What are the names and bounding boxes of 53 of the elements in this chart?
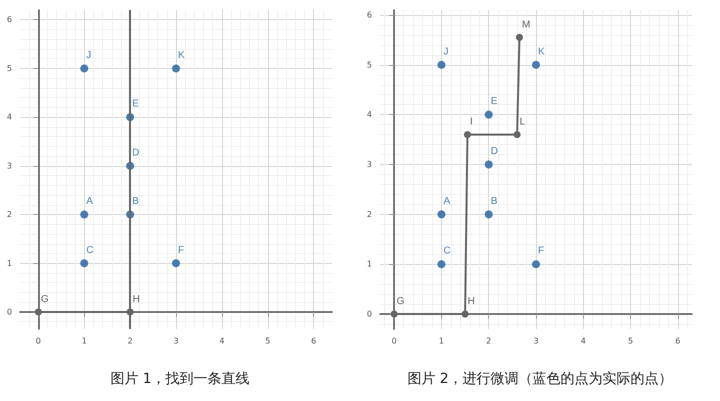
data-label: J <box>86 50 92 61</box>
y-tick-label: 1 <box>366 260 372 269</box>
text: 图片 2，进行微调（蓝色的点为实际的点） <box>407 371 673 387</box>
x-tick-label: 0 <box>392 336 397 346</box>
x-tick-label: 4 <box>580 336 586 346</box>
data-label: J <box>443 46 448 58</box>
text: 图片 1，找到一条直线 <box>110 371 250 387</box>
y-tick-label: 1 <box>6 258 12 268</box>
data-label: M <box>522 19 530 30</box>
data-label: D <box>132 147 140 158</box>
data-label: F <box>538 246 544 257</box>
y-tick-label: 0 <box>366 310 372 319</box>
data-label: F <box>178 244 184 256</box>
data-label: A <box>443 196 450 207</box>
y-tick-label: 4 <box>6 112 12 122</box>
x-tick-label: 0 <box>36 336 41 346</box>
data-label: H <box>132 294 140 305</box>
x-tick-label: 1 <box>82 336 87 346</box>
data-label: B <box>132 196 140 208</box>
data-label: L <box>520 116 526 128</box>
x-tick-label: 1 <box>438 336 444 346</box>
data-label: D <box>490 146 498 158</box>
y-tick-label: 5 <box>366 60 372 70</box>
x-tick-label: 5 <box>265 336 270 346</box>
data-label: H <box>468 296 475 308</box>
data-label: E <box>490 96 498 108</box>
x-tick-label: 3 <box>533 336 539 346</box>
x-tick-label: 6 <box>675 336 680 346</box>
x-tick-label: 6 <box>311 336 316 346</box>
y-tick-label: 6 <box>6 15 12 24</box>
data-label: G <box>40 294 49 305</box>
x-tick-label: 4 <box>219 336 224 346</box>
data-label: I <box>470 116 473 128</box>
data-label: K <box>178 50 185 61</box>
y-tick-label: 0 <box>6 307 12 316</box>
data-label: A <box>86 196 94 208</box>
data-label: G <box>396 296 405 308</box>
data-label: C <box>86 244 94 256</box>
y-tick-label: 3 <box>6 161 12 170</box>
data-label: C <box>443 246 451 257</box>
data-label: B <box>490 196 498 207</box>
x-tick-label: 2 <box>128 336 133 346</box>
y-tick-label: 6 <box>366 10 372 20</box>
x-tick-label: 2 <box>486 336 492 346</box>
y-tick-label: 4 <box>366 110 372 120</box>
y-tick-label: 2 <box>366 210 372 219</box>
x-tick-label: 5 <box>628 336 634 346</box>
data-label: E <box>132 98 140 110</box>
y-tick-label: 2 <box>6 210 12 220</box>
y-tick-label: 5 <box>6 64 12 73</box>
data-label: K <box>538 46 545 58</box>
y-tick-label: 3 <box>366 160 372 170</box>
x-tick-label: 3 <box>173 336 179 346</box>
